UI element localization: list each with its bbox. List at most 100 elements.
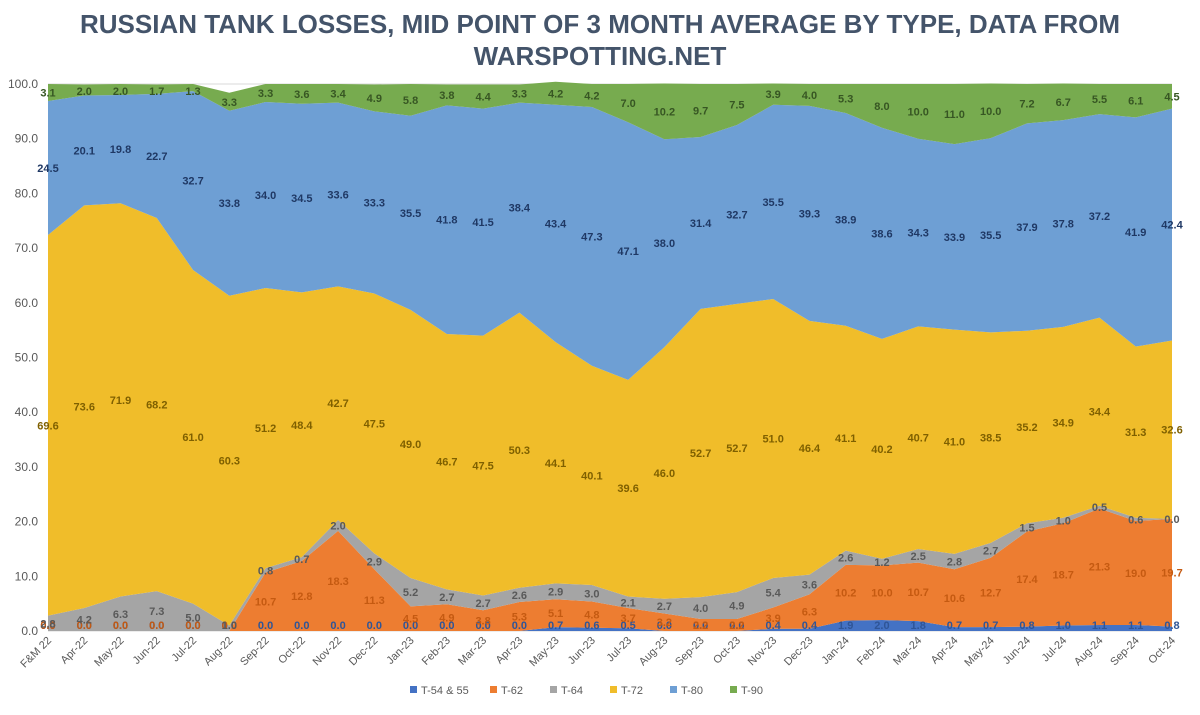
data-label: 10.7 [907,587,928,599]
area-t-90 [48,81,1172,145]
data-label: 1.9 [838,620,853,632]
data-label: 0.0 [113,620,128,632]
data-label: 35.5 [400,208,421,220]
data-label: 47.1 [617,246,638,258]
data-label: 1.2 [874,557,889,569]
area-t-54-55 [48,620,1172,631]
x-tick-label: Aug-23 [637,635,671,669]
data-label: 10.6 [944,593,965,605]
legend-swatch [730,686,737,693]
data-label: 0.0 [693,620,708,632]
data-label: 19.0 [1125,568,1146,580]
data-label: 3.6 [802,580,817,592]
data-label: 0.0 [657,620,672,632]
data-label: 5.3 [838,93,853,105]
data-label: 68.2 [146,400,167,412]
data-label: 3.6 [294,89,309,101]
data-label: 0.0 [367,620,382,632]
x-tick-label: Jul-24 [1040,635,1070,665]
data-label: 4.9 [367,93,382,105]
y-tick-label: 10.0 [15,569,39,583]
data-label: 5.4 [766,588,782,600]
data-label: 73.6 [74,402,95,414]
data-label: 2.9 [548,586,563,598]
data-label: 0.7 [947,620,962,632]
data-label: 0.0 [439,620,454,632]
data-label: 2.9 [367,556,382,568]
data-label: 6.7 [1056,97,1071,109]
x-tick-label: Jul-22 [169,635,199,665]
data-label: 2.0 [77,86,92,98]
data-label: 3.7 [620,613,635,625]
data-label: 49.0 [400,439,421,451]
legend: T-54 & 55 T-62 T-64 T-72 T-80 T-90 [410,685,763,697]
data-label: 37.9 [1016,222,1037,234]
data-label: 46.7 [436,457,457,469]
legend-label: T-90 [741,685,763,697]
data-label: 20.1 [74,145,95,157]
area-t-62 [48,508,1172,631]
data-label: 5.2 [403,587,418,599]
data-label: 2.6 [838,553,853,565]
data-label: 22.7 [146,151,167,163]
x-tick-label: F&M 22 [18,635,54,671]
data-label: 10.7 [255,597,276,609]
x-tick-label: Feb-23 [420,635,453,668]
data-label: 10.0 [907,106,928,118]
x-tick-label: May-23 [527,635,561,669]
data-label: 0.7 [983,620,998,632]
data-label: 40.2 [871,444,892,456]
data-label: 38.6 [871,228,892,240]
data-label: 0.0 [185,620,200,632]
data-label: 1.1 [1128,620,1143,632]
x-tick-label: Jan-23 [384,635,416,667]
x-tick-label: Oct-24 [1146,635,1178,667]
x-tick-label: Oct-22 [276,635,308,667]
data-label: 0.4 [802,620,818,632]
data-label: 0.0 [512,620,527,632]
data-label: 44.1 [545,458,566,470]
data-label: 17.4 [1016,574,1038,586]
data-label: 41.5 [472,217,493,229]
x-tick-label: May-22 [92,635,126,669]
x-tick-label: Apr-24 [929,635,961,667]
data-label: 3.9 [766,613,781,625]
data-label: 40.7 [907,433,928,445]
data-label: 0.7 [548,620,563,632]
data-label: 9.7 [693,106,708,118]
data-label: 4.4 [475,92,491,104]
data-label: 34.3 [907,228,928,240]
data-label: 2.7 [657,601,672,613]
x-tick-label: Aug-22 [202,635,236,669]
data-label: 0.5 [1092,502,1107,514]
data-label: 1.0 [1056,620,1071,632]
data-label: 47.5 [364,418,385,430]
data-label: 2.0 [330,520,345,532]
data-label: 1.7 [149,86,164,98]
data-label: 5.1 [548,608,563,620]
y-tick-label: 90.0 [15,132,39,146]
data-label: 2.8 [40,618,55,630]
x-tick-label: Aug-24 [1072,635,1106,669]
data-label: 39.3 [799,208,820,220]
data-label: 11.3 [364,595,385,607]
data-label: 10.2 [835,588,856,600]
data-label: 3.3 [222,97,237,109]
data-label: 8.0 [874,101,889,113]
x-tick-label: Mar-23 [456,635,489,668]
data-label: 51.2 [255,423,276,435]
data-label: 0.0 [1164,514,1179,526]
data-label: 35.2 [1016,422,1037,434]
data-label: 42.4 [1161,220,1183,232]
chart-title-line-1: RUSSIAN TANK LOSSES, MID POINT OF 3 MONT… [79,9,1121,39]
data-labels: 0.0 0.0 0.0 0.0 0.0 0.0 0.0 0.0 0.0 0.0 0.0 0.0 0.0 0… [37,86,1183,632]
data-label: 0.8 [258,565,273,577]
data-label: 0.6 [584,620,599,632]
data-label: 1.5 [1019,522,1034,534]
data-label: 7.3 [149,606,164,618]
data-label: 7.2 [1019,99,1034,111]
data-label: 0.8 [1019,620,1034,632]
data-label: 51.0 [762,433,783,445]
data-label: 38.9 [835,214,856,226]
x-tick-label: Apr-23 [494,635,526,667]
